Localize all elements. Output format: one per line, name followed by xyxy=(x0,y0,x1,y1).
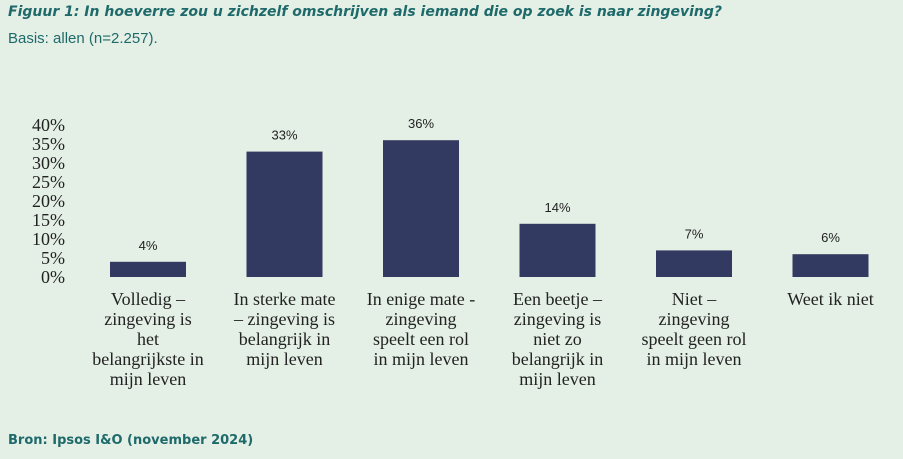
y-tick-label: 20% xyxy=(32,191,65,211)
y-tick-label: 40% xyxy=(32,115,65,135)
bar xyxy=(110,261,186,277)
y-tick-label: 25% xyxy=(32,172,65,192)
data-label: 14% xyxy=(544,200,570,215)
figure-source: Bron: Ipsos I&O (november 2024) xyxy=(8,433,254,448)
figure-subtitle: Basis: allen (n=2.257). xyxy=(8,30,158,47)
data-labels-group: 4% 33% 36% 14% 7% 6% xyxy=(139,116,841,253)
bar xyxy=(519,223,596,277)
y-tick-label: 10% xyxy=(32,229,65,249)
y-tick-label: 0% xyxy=(41,267,65,287)
x-category-label: Niet – zingeving speelt geen rol in mijn le… xyxy=(642,289,747,369)
data-label: 6% xyxy=(821,230,840,245)
x-axis: Volledig – zingeving is het belangrijkste i… xyxy=(92,289,874,389)
data-label: 36% xyxy=(408,116,434,131)
y-tick-label: 5% xyxy=(41,248,65,268)
y-tick-label: 35% xyxy=(32,134,65,154)
data-label: 7% xyxy=(685,226,704,241)
y-tick-label: 15% xyxy=(32,210,65,230)
x-category-label: In enige mate -zingeving speelt een rol in… xyxy=(367,289,475,369)
x-category-label: Een beetje – zingeving is niet zo belangrij… xyxy=(512,289,603,389)
data-label: 33% xyxy=(271,128,297,143)
x-category-label: In sterke mate – zingeving is belangrijk i… xyxy=(233,289,335,369)
x-category-label: Volledig – zingeving is het belangrijkste i… xyxy=(92,289,203,389)
y-axis: 0%5%10%15%20%25%30%35%40% xyxy=(32,115,65,287)
x-category-label: Weet ik niet xyxy=(787,289,874,309)
bar xyxy=(656,250,732,277)
figure-title: Figuur 1: In hoeverre zou u zichzelf oms… xyxy=(8,4,722,20)
data-label: 4% xyxy=(139,238,158,253)
bars-group xyxy=(110,140,869,277)
bar xyxy=(383,140,459,277)
bar xyxy=(792,254,869,277)
bar xyxy=(246,151,323,277)
y-tick-label: 30% xyxy=(32,153,65,173)
